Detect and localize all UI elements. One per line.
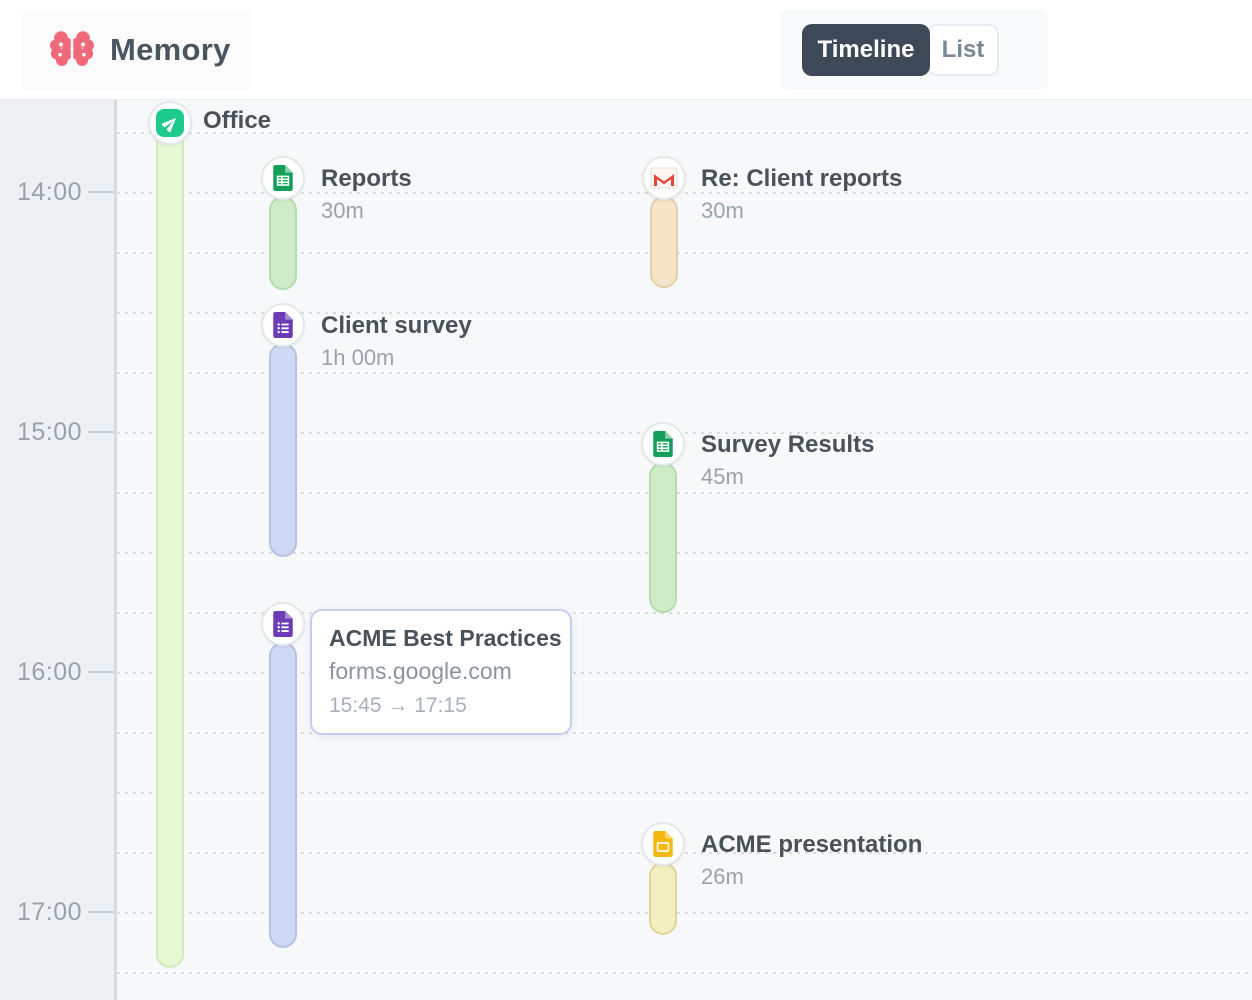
app-header: Memory Timeline List — [0, 0, 1252, 100]
location-arrow-icon — [156, 109, 184, 137]
client-survey-icon-circle[interactable] — [261, 303, 305, 347]
survey-results-icon-circle[interactable] — [641, 422, 685, 466]
entry-title: Office — [203, 107, 272, 134]
entry-duration: 30m — [701, 198, 744, 223]
entry-duration: 26m — [701, 864, 744, 889]
time-label-15: 15:00 — [16, 418, 82, 446]
client-survey-activity-bar[interactable] — [269, 343, 297, 557]
acme-presentation-activity-bar[interactable] — [649, 862, 677, 935]
app-title: Memory — [110, 32, 231, 67]
app-logo[interactable]: Memory — [22, 10, 252, 90]
hour-tick — [88, 671, 114, 673]
view-toggle: Timeline List — [780, 10, 1048, 90]
tooltip-url: forms.google.com — [329, 658, 512, 684]
gmail-icon — [650, 167, 678, 189]
google-slides-icon — [653, 831, 673, 857]
entry-duration: 45m — [701, 464, 744, 489]
reports-icon-circle[interactable] — [261, 156, 305, 200]
gridline — [117, 912, 1252, 914]
gridline — [117, 672, 1252, 674]
gridline — [117, 612, 1252, 614]
office-icon-circle[interactable] — [148, 101, 192, 145]
time-label-17: 17:00 — [16, 898, 82, 926]
brain-icon — [50, 29, 94, 71]
entry-title: Survey Results — [701, 431, 875, 458]
hour-tick — [88, 911, 114, 913]
gridline — [117, 252, 1252, 254]
time-axis-gutter: 14:00 15:00 16:00 17:00 — [0, 100, 114, 1000]
tab-list[interactable]: List — [927, 24, 999, 76]
gridline — [117, 972, 1252, 974]
google-forms-icon — [273, 611, 293, 637]
entry-title: Re: Client reports — [701, 165, 903, 192]
timeline-canvas — [117, 100, 1252, 1000]
gmail-activity-bar[interactable] — [650, 196, 678, 288]
gmail-icon-circle[interactable] — [642, 156, 686, 200]
entry-duration: 30m — [321, 198, 364, 223]
acme-best-practices-icon-circle[interactable] — [261, 602, 305, 646]
tooltip-time-range: 15:45 → 17:15 — [329, 694, 467, 717]
tooltip-title: ACME Best Practices — [329, 625, 562, 651]
survey-results-activity-bar[interactable] — [649, 462, 677, 613]
entry-title: Reports — [321, 165, 412, 192]
entry-title: Client survey — [321, 312, 472, 339]
gridline — [117, 192, 1252, 194]
gridline — [117, 312, 1252, 314]
gridline — [117, 132, 1252, 134]
acme-best-practices-activity-bar[interactable] — [269, 642, 297, 948]
acme-presentation-icon-circle[interactable] — [641, 822, 685, 866]
hour-tick — [88, 191, 114, 193]
reports-activity-bar[interactable] — [269, 196, 297, 290]
gridline — [117, 372, 1252, 374]
time-label-14: 14:00 — [16, 178, 82, 206]
google-sheets-icon — [653, 431, 673, 457]
hour-tick — [88, 431, 114, 433]
axis-divider — [114, 100, 117, 1000]
gridline — [117, 852, 1252, 854]
google-sheets-icon — [273, 165, 293, 191]
office-activity-bar[interactable] — [156, 110, 184, 968]
entry-duration: 1h 00m — [321, 345, 395, 370]
gridline — [117, 432, 1252, 434]
gridline — [117, 732, 1252, 734]
tab-timeline[interactable]: Timeline — [802, 24, 930, 76]
gridline — [117, 552, 1252, 554]
gridline — [117, 792, 1252, 794]
gridline — [117, 492, 1252, 494]
entry-tooltip: ACME Best Practices forms.google.com 15:… — [310, 609, 572, 735]
entry-title: ACME presentation — [701, 831, 923, 858]
google-forms-icon — [273, 312, 293, 338]
time-label-16: 16:00 — [16, 658, 82, 686]
